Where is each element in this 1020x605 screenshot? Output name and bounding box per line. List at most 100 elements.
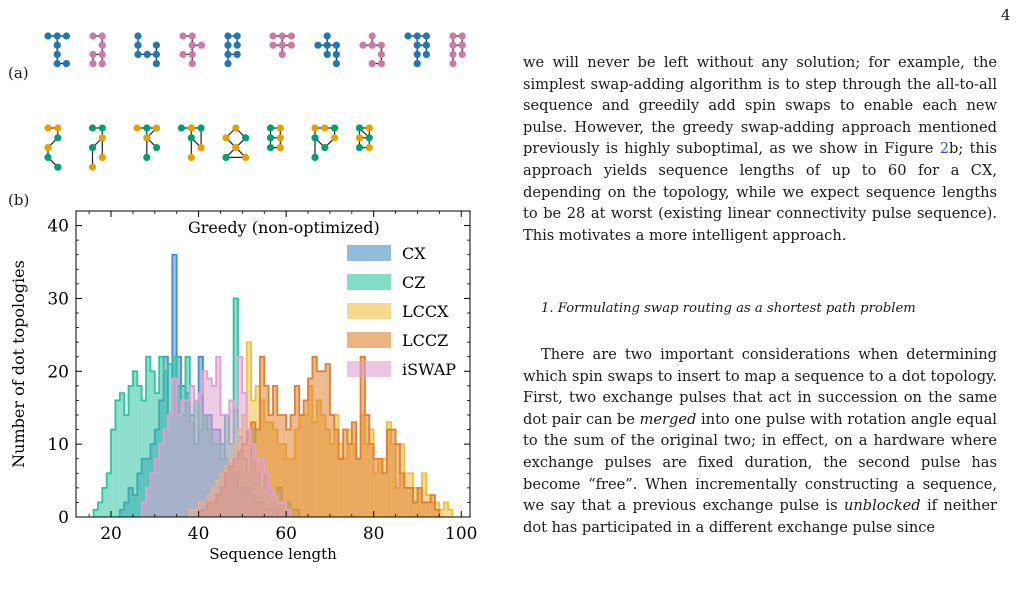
histogram-bar: [290, 415, 295, 517]
dot-node: [266, 134, 275, 142]
topology-graphs-panel: [44, 32, 466, 171]
dot-node: [232, 124, 240, 132]
histogram-bar: [434, 509, 440, 517]
histogram-bar: [316, 371, 322, 517]
dot-node: [153, 124, 161, 132]
topology-graph: [266, 124, 284, 152]
dot-node: [368, 41, 376, 49]
dot-node: [224, 50, 232, 59]
dot-node: [224, 60, 232, 68]
topology-graph: [44, 32, 70, 68]
histogram-bar: [185, 400, 190, 517]
histogram-bar: [233, 407, 238, 517]
histogram-bar: [106, 473, 112, 517]
histogram-bar: [264, 473, 269, 517]
dot-node: [53, 41, 61, 49]
dot-node: [98, 50, 106, 59]
histogram-bar: [181, 400, 186, 517]
histogram-bar: [312, 356, 317, 517]
dot-node: [377, 60, 385, 68]
histogram-bar: [426, 502, 431, 517]
dot-node: [422, 32, 430, 40]
histogram-bar: [421, 502, 427, 517]
dot-node: [323, 41, 331, 49]
dot-node: [98, 60, 106, 68]
histogram-bar: [268, 415, 273, 517]
histogram-bar: [154, 458, 160, 517]
histogram-bar: [146, 356, 151, 517]
dot-node: [233, 32, 241, 40]
axes-frame: [75, 210, 471, 518]
legend-label: LCCX: [402, 302, 449, 321]
dot-node: [44, 32, 52, 40]
dot-node: [377, 50, 385, 59]
dot-node: [98, 134, 106, 142]
dot-node: [458, 32, 466, 40]
x-tick-label: 40: [188, 524, 210, 544]
histogram-bar: [356, 458, 361, 517]
dot-node: [287, 41, 295, 49]
histogram-bar: [176, 415, 182, 517]
dot-node: [188, 50, 196, 59]
dot-node: [332, 41, 340, 49]
histogram-bar: [321, 371, 326, 517]
dot-node: [332, 50, 340, 59]
histogram-bar: [141, 400, 147, 517]
dot-node: [332, 60, 340, 68]
dot-node: [355, 134, 364, 142]
dot-node: [89, 60, 97, 68]
dot-node: [222, 153, 230, 161]
x-tick-label: 60: [275, 524, 297, 544]
dot-node: [287, 32, 295, 40]
dot-node: [54, 163, 62, 171]
y-axis-label: Number of dot topologies: [9, 260, 28, 468]
dot-node: [323, 32, 331, 40]
dot-node: [311, 153, 319, 161]
topology-graph: [44, 124, 62, 171]
dot-node: [278, 50, 286, 59]
x-tick-label: 100: [445, 524, 477, 544]
body-text-column: we will never be left without any soluti…: [523, 52, 997, 538]
dot-node: [197, 41, 205, 49]
histogram-bar: [159, 444, 164, 517]
dot-node: [242, 134, 250, 142]
dot-node: [449, 41, 457, 49]
dot-node: [365, 134, 373, 142]
dot-node: [54, 124, 62, 132]
histogram-bar: [141, 502, 147, 517]
histogram-outline: [140, 355, 292, 517]
dot-node: [266, 144, 275, 152]
legend-swatch: [347, 245, 391, 261]
plot-area: [92, 253, 454, 517]
histogram-bar: [198, 393, 203, 517]
dot-node: [276, 134, 284, 142]
topology-graph: [177, 124, 205, 161]
dot-node: [331, 134, 339, 142]
dot-node: [98, 32, 106, 40]
topology-graph: [355, 124, 373, 152]
legend-swatch: [347, 361, 391, 377]
histogram-bar: [146, 487, 151, 517]
topology-graph: [222, 124, 250, 161]
histogram-bar: [273, 495, 278, 517]
chart-annotation: Greedy (non-optimized): [188, 218, 380, 237]
histogram-bar: [216, 356, 221, 517]
dot-node: [197, 144, 205, 152]
histogram-bar: [229, 400, 234, 517]
subsection-heading: 1. Formulating swap routing as a shortes…: [541, 301, 916, 317]
legend: CX CZ LCCX LCCZ iSWAP: [347, 244, 456, 379]
dot-node: [44, 144, 52, 152]
histogram-bar: [299, 415, 304, 517]
dot-node: [233, 41, 241, 49]
dot-node: [365, 144, 373, 152]
dot-node: [54, 134, 62, 142]
dot-node: [152, 60, 160, 68]
dot-node: [321, 124, 329, 132]
figure-reference-link[interactable]: 2: [939, 140, 949, 158]
y-tick-label: 40: [47, 217, 69, 237]
dot-node: [53, 32, 61, 40]
histogram-bar: [408, 487, 414, 517]
dot-node: [276, 124, 284, 132]
dot-node: [143, 124, 151, 132]
